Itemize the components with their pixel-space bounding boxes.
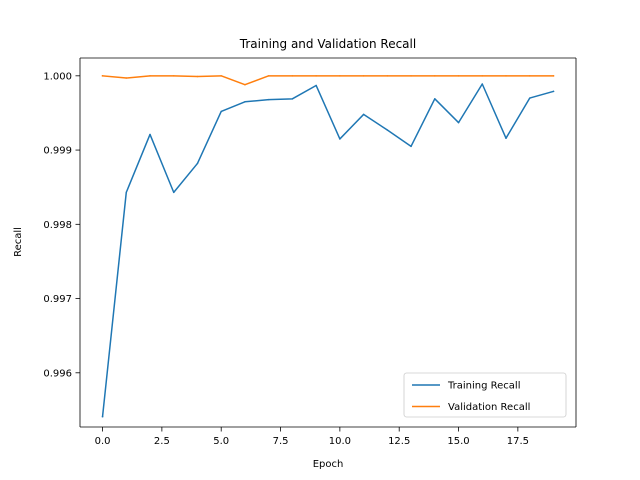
series-1-point-4 xyxy=(196,75,199,78)
x-tick-label-4: 10.0 xyxy=(329,436,351,447)
series-line-0 xyxy=(101,83,555,418)
series-1-point-6 xyxy=(244,83,246,86)
series-0-point-8 xyxy=(291,98,294,100)
y-tick-label-1: 0.997 xyxy=(43,294,72,305)
x-axis-title: Epoch xyxy=(313,459,344,470)
series-1-point-18 xyxy=(528,75,531,77)
series-1-point-8 xyxy=(291,75,294,77)
series-0-point-3 xyxy=(172,191,175,194)
chart-title: Training and Validation Recall xyxy=(239,37,416,51)
legend-label-1: Validation Recall xyxy=(448,402,530,413)
series-0-point-5 xyxy=(220,110,222,113)
series-1-point-2 xyxy=(149,75,151,77)
series-0-point-16 xyxy=(481,83,484,85)
series-0-point-14 xyxy=(434,98,436,100)
series-0-point-1 xyxy=(125,191,128,194)
series-1-point-10 xyxy=(339,75,341,77)
series-0-point-15 xyxy=(457,121,460,124)
series-1-point-12 xyxy=(386,75,389,77)
series-1-point-19 xyxy=(552,75,555,77)
series-1-point-9 xyxy=(315,75,317,77)
series-0-point-0 xyxy=(101,415,104,418)
y-tick-label-4: 1.000 xyxy=(43,71,72,82)
series-0-point-18 xyxy=(528,97,531,99)
series-1-point-3 xyxy=(172,75,175,77)
series-1-point-5 xyxy=(220,75,222,77)
series-1-point-13 xyxy=(410,75,412,77)
x-tick-label-6: 15.0 xyxy=(447,436,469,447)
series-1-point-7 xyxy=(267,75,270,77)
series-line-1 xyxy=(101,75,555,86)
x-tick-label-2: 5.0 xyxy=(213,436,229,447)
legend-frame xyxy=(403,372,567,418)
series-0-point-11 xyxy=(362,113,365,116)
y-tick-label-0: 0.996 xyxy=(43,368,72,379)
x-tick-label-1: 2.5 xyxy=(154,436,170,447)
x-tick-label-0: 0.0 xyxy=(95,436,111,447)
series-0-point-4 xyxy=(196,162,199,165)
x-tick-label-3: 7.5 xyxy=(273,436,289,447)
y-tick-label-2: 0.998 xyxy=(43,220,72,231)
series-1-point-11 xyxy=(362,75,365,77)
series-0-point-7 xyxy=(267,98,270,101)
series-1-point-15 xyxy=(457,75,460,77)
plot-area: 0.0 2.5 5.0 7.5 10.0 12.5 15.0 17.5 0.996 0.997 0.… xyxy=(43,57,577,447)
series-0-point-9 xyxy=(315,84,317,87)
series-0-point-12 xyxy=(386,129,389,131)
legend: Training Recall Validation Recall xyxy=(403,372,567,418)
series-0-point-19 xyxy=(552,90,555,93)
series-1-point-14 xyxy=(434,75,436,77)
series-0-point-2 xyxy=(149,133,151,136)
series-0-point-10 xyxy=(339,138,341,140)
series-1-point-16 xyxy=(481,75,484,77)
y-axis-title: Recall xyxy=(13,227,24,257)
series-1-point-0 xyxy=(101,75,104,77)
legend-label-0: Training Recall xyxy=(447,381,520,392)
series-0-point-17 xyxy=(505,137,507,139)
series-1-point-17 xyxy=(505,75,507,77)
series-0-point-13 xyxy=(410,145,412,148)
series-1-point-1 xyxy=(125,77,128,79)
x-tick-label-7: 17.5 xyxy=(507,436,529,447)
x-tick-label-5: 12.5 xyxy=(388,436,410,447)
y-tick-label-3: 0.999 xyxy=(43,146,72,157)
series-0-point-6 xyxy=(244,101,246,103)
